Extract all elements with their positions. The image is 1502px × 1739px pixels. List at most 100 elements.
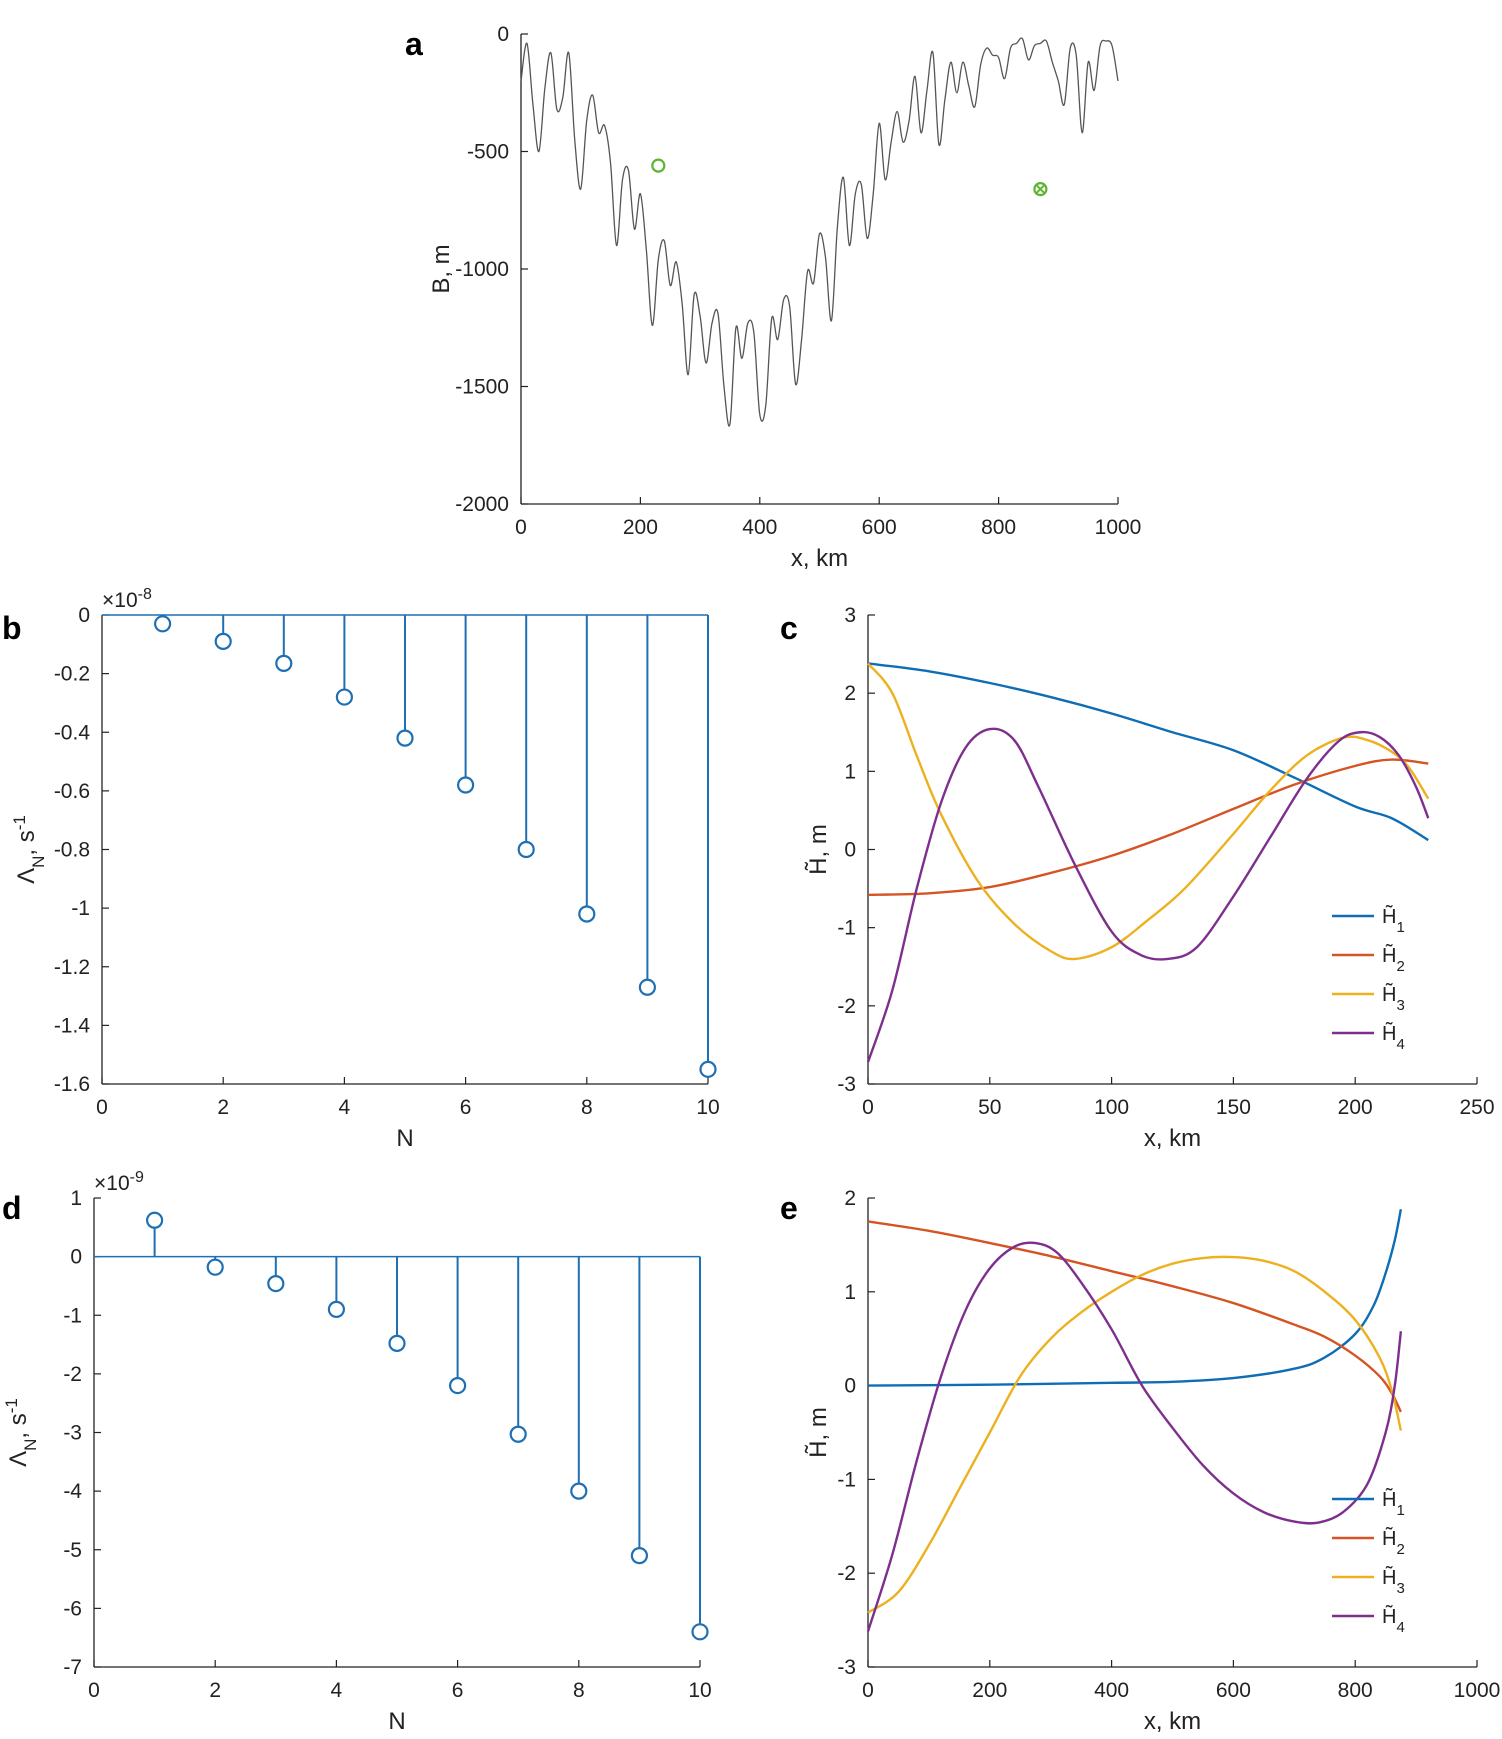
- series-line-h2: [867, 758, 1429, 897]
- y-tick-label: -3: [837, 1073, 856, 1096]
- x-tick-label: 6: [452, 1679, 464, 1702]
- panel-letter-c: c: [780, 610, 798, 646]
- y-tick-label: 2: [844, 682, 856, 705]
- stem-marker-4: [327, 1300, 345, 1318]
- panel-a: a 0 200 400 600 800 1000 0 -500 -1000 -1500 -2000 x,…: [405, 23, 1141, 572]
- x-tick-label: 6: [460, 1096, 472, 1119]
- y-tick-label: -2: [63, 1363, 82, 1386]
- x-tick-label: 1000: [1095, 516, 1142, 539]
- x-tick-label: 250: [1459, 1096, 1494, 1119]
- y-tick-label: 0: [70, 1246, 82, 1269]
- y-tick-label: 3: [844, 604, 856, 627]
- x-tick-label: 4: [339, 1096, 351, 1119]
- series-line-h1: [867, 662, 1429, 842]
- panel-letter-b: b: [2, 610, 22, 646]
- legend-label-h2: H̃2: [1382, 944, 1405, 975]
- legend-label-h3: H̃3: [1382, 1566, 1405, 1597]
- y-tick-label: -2: [837, 995, 856, 1018]
- stem-marker-6: [457, 776, 475, 794]
- y-tick-label: -0.4: [54, 721, 91, 744]
- y-tick-label: 0: [844, 1375, 856, 1398]
- x-axis-label: x, km: [791, 545, 848, 572]
- y-tick-label: -4: [63, 1480, 82, 1503]
- y-tick-label: -5: [63, 1539, 82, 1562]
- marker-point-2: [1033, 182, 1048, 197]
- stem-marker-5: [388, 1334, 406, 1352]
- series-line-h1: [867, 1209, 1403, 1387]
- marker-point-1: [651, 158, 666, 173]
- x-tick-label: 0: [862, 1096, 874, 1119]
- y-tick-label: -1000: [455, 258, 509, 281]
- x-tick-label: 2: [209, 1679, 221, 1702]
- stem-marker-3: [267, 1274, 285, 1293]
- stem-marker-7: [509, 1425, 527, 1443]
- series-line-h2: [867, 1220, 1402, 1413]
- x-tick-label: 8: [581, 1096, 593, 1119]
- y-tick-label: -1.6: [54, 1073, 90, 1096]
- y-tick-label: -0.6: [54, 780, 90, 803]
- stem-marker-1: [146, 1211, 164, 1229]
- x-axis-label: x, km: [1144, 1708, 1201, 1735]
- y-tick-label: 1: [70, 1187, 82, 1210]
- y-tick-label: -1.2: [54, 956, 90, 979]
- y-tick-label: -1500: [455, 376, 509, 399]
- legend-label-h2: H̃2: [1382, 1527, 1405, 1558]
- y-tick-label: -6: [63, 1597, 82, 1620]
- stem-marker-3: [275, 654, 293, 672]
- panel-b: b 0 2 4 6 8 10 0 -0.2 -0.4 -0.6 -0.8 -1 -1.2 -1.4 -1.6 N…: [2, 586, 720, 1153]
- y-tick-label: -0.2: [54, 663, 90, 686]
- panel-letter-e: e: [780, 1190, 798, 1226]
- y-tick-label: -3: [837, 1656, 856, 1679]
- y-tick-label: 1: [844, 1281, 856, 1304]
- x-tick-label: 0: [88, 1679, 100, 1702]
- y-axis-label: ΛN, s-1: [10, 815, 48, 884]
- marker-cross: [1035, 184, 1046, 194]
- x-tick-label: 150: [1216, 1096, 1251, 1119]
- legend-label-h4: H̃4: [1382, 1605, 1405, 1636]
- stem-marker-8: [578, 905, 596, 923]
- y-tick-label: 1: [844, 760, 856, 783]
- x-tick-label: 50: [978, 1096, 1001, 1119]
- panel-letter-d: d: [2, 1190, 22, 1226]
- y-tick-label: 2: [844, 1187, 856, 1210]
- stem-marker-6: [449, 1376, 467, 1395]
- x-tick-label: 1000: [1454, 1679, 1501, 1702]
- x-tick-label: 100: [1094, 1096, 1129, 1119]
- panel-e: e 0 200 400 600 800 1000 2 1 0 -1 -2 -3 x, km H̃, m H̃1…: [780, 1187, 1500, 1735]
- series-line-h3: [867, 1255, 1403, 1614]
- series-line-h4: [866, 727, 1430, 1063]
- y-tick-label: -1.4: [54, 1014, 91, 1037]
- x-tick-label: 10: [688, 1679, 711, 1702]
- y-axis-label: ΛN, s-1: [2, 1398, 40, 1467]
- legend-label-h1: H̃1: [1382, 1488, 1405, 1519]
- x-axis-label: N: [396, 1125, 413, 1152]
- stem-marker-10: [691, 1623, 709, 1641]
- x-tick-label: 200: [1338, 1096, 1373, 1119]
- y-tick-label: 0: [497, 23, 509, 46]
- y-tick-label: -500: [467, 141, 509, 164]
- stem-marker-2: [206, 1258, 224, 1276]
- y-tick-label: -7: [63, 1656, 82, 1679]
- stem-marker-7: [517, 840, 535, 859]
- x-tick-label: 4: [331, 1679, 343, 1702]
- y-axis-label: H̃, m: [805, 1407, 832, 1458]
- exponent-label: ×10-8: [102, 586, 152, 613]
- y-tick-label: 0: [78, 604, 90, 627]
- stem-marker-8: [570, 1482, 588, 1500]
- series-line-h4: [866, 1241, 1403, 1632]
- y-tick-label: -1: [837, 1468, 856, 1491]
- x-tick-label: 400: [1094, 1679, 1129, 1702]
- stem-marker-5: [396, 729, 414, 747]
- y-tick-label: -2: [837, 1562, 856, 1585]
- x-tick-label: 0: [96, 1096, 108, 1119]
- exponent-label: ×10-9: [94, 1169, 144, 1196]
- stem-marker-4: [335, 688, 353, 706]
- x-tick-label: 0: [515, 516, 527, 539]
- panel-letter-a: a: [405, 26, 423, 62]
- y-tick-label: -1: [71, 897, 90, 920]
- x-tick-label: 10: [696, 1096, 719, 1119]
- series-line-h3: [867, 662, 1430, 961]
- x-tick-label: 400: [742, 516, 777, 539]
- y-axis-label: H̃, m: [805, 824, 832, 875]
- y-tick-label: -1: [837, 917, 856, 940]
